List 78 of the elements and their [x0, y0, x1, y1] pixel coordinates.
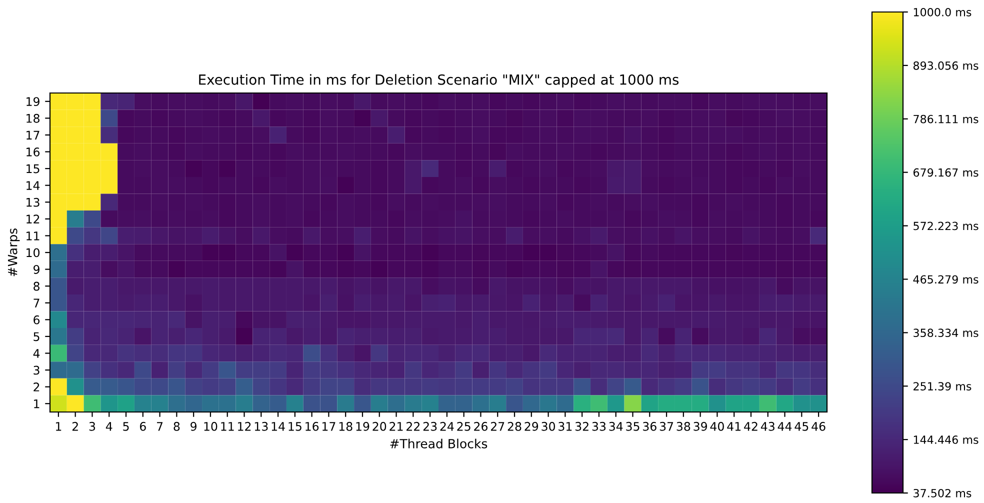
x-tick-label: 46	[812, 422, 826, 431]
x-tick-label: 19	[356, 422, 370, 431]
y-tick-label: 5	[34, 332, 40, 342]
y-tick-label: 2	[34, 382, 40, 392]
x-tick-label: 22	[406, 422, 420, 431]
y-tick-label: 7	[34, 298, 40, 308]
y-tick-label: 8	[34, 282, 40, 291]
x-tick-label: 6	[140, 422, 146, 431]
color-bar-label: 893.056 ms	[913, 61, 978, 70]
y-tick-label: 14	[26, 181, 40, 190]
color-bar-label: 251.39 ms	[914, 382, 972, 390]
x-tick-label: 38	[676, 422, 690, 431]
x-tick-label: 1	[56, 422, 62, 431]
x-tick-label: 12	[238, 422, 251, 431]
y-axis-title: #Warps	[8, 228, 20, 276]
x-tick-label: 18	[339, 422, 352, 431]
x-tick-label: 5	[123, 422, 129, 431]
x-tick-label: 35	[626, 422, 640, 431]
x-tick-label: 2	[72, 422, 78, 431]
y-tick-label: 16	[26, 147, 40, 156]
y-tick-label: 12	[26, 214, 40, 224]
color-bar-label: 786.111 ms	[914, 114, 978, 124]
x-tick-label: 16	[306, 422, 319, 431]
y-tick-label: 3	[34, 366, 40, 375]
x-tick-label: 10	[204, 422, 218, 431]
x-axis-title: #Thread Blocks	[390, 438, 488, 448]
x-tick-label: 33	[592, 422, 606, 431]
x-tick-label: 15	[288, 422, 302, 431]
y-tick-label: 18	[26, 114, 40, 123]
color-bar-label: 144.446 ms	[914, 436, 978, 444]
x-tick-label: 44	[778, 422, 792, 431]
x-tick-label: 4	[106, 422, 112, 431]
x-tick-label: 30	[542, 422, 556, 431]
chart-title: Execution Time in ms for Deletion Scenario "MIX" capped at 1000 ms	[199, 74, 679, 88]
x-tick-label: 27	[490, 422, 504, 431]
y-tick-label: 9	[34, 265, 40, 274]
y-tick-label: 19	[26, 97, 40, 106]
x-tick-label: 26	[474, 422, 488, 431]
x-tick-label: 28	[508, 422, 522, 431]
x-tick-label: 45	[794, 422, 808, 431]
y-tick-label: 13	[26, 198, 40, 207]
x-tick-label: 9	[190, 422, 196, 431]
x-tick-label: 40	[710, 422, 724, 431]
color-bar-label: 1000.0 ms	[914, 8, 972, 16]
color-bar-label: 37.502 ms	[914, 488, 972, 498]
x-tick-label: 11	[221, 422, 234, 431]
x-tick-label: 41	[727, 422, 741, 431]
y-tick-label: 6	[34, 315, 40, 324]
x-tick-label: 43	[760, 422, 774, 431]
x-tick-label: 8	[174, 422, 180, 431]
x-tick-label: 21	[390, 422, 403, 431]
y-tick-label: 11	[26, 232, 40, 240]
y-tick-label: 15	[26, 164, 40, 174]
x-tick-label: 3	[89, 422, 96, 431]
y-tick-label: 17	[26, 130, 40, 140]
y-tick-label: 4	[33, 349, 40, 358]
y-tick-label: 10	[26, 248, 40, 258]
x-tick-label: 42	[744, 422, 758, 431]
x-tick-label: 34	[609, 422, 623, 431]
y-tick-label: 1	[34, 399, 40, 408]
x-tick-label: 32	[575, 422, 588, 431]
color-bar-label: 358.334 ms	[914, 328, 978, 338]
x-tick-label: 17	[322, 422, 336, 431]
x-tick-label: 20	[372, 422, 386, 431]
x-tick-label: 14	[272, 422, 285, 431]
color-bar-label: 465.279 ms	[913, 275, 978, 284]
x-tick-label: 25	[457, 422, 470, 431]
x-tick-label: 39	[694, 422, 707, 431]
color-bar-label: 679.167 ms	[914, 168, 978, 177]
color-bar-label: 572.223 ms	[914, 222, 978, 230]
x-tick-label: 36	[643, 422, 656, 431]
x-tick-label: 13	[254, 422, 268, 431]
x-tick-label: 29	[524, 422, 538, 431]
x-tick-label: 23	[423, 422, 437, 431]
x-tick-label: 31	[558, 422, 572, 431]
x-tick-label: 37	[660, 422, 674, 431]
x-tick-label: 7	[157, 422, 163, 431]
x-tick-label: 24	[440, 422, 454, 431]
